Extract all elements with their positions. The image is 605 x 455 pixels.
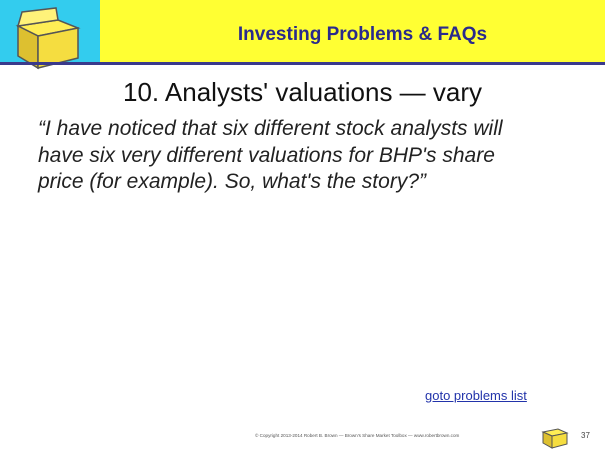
copyright: © Copyright 2013-2014 Robert B. Brown — … xyxy=(255,433,460,438)
header-title: Investing Problems & FAQs xyxy=(237,24,488,45)
slide-heading: 10. Analysts' valuations — vary xyxy=(122,77,483,107)
quote-line: price (for example). So, what's the stor… xyxy=(38,170,426,193)
quote-line: “I have noticed that six different stock… xyxy=(38,117,503,140)
toolbox-small-icon xyxy=(541,428,569,449)
problems-link[interactable]: goto problems list xyxy=(425,388,527,403)
quote-line: have six very different valuations for B… xyxy=(38,144,495,167)
page-number: 37 xyxy=(581,431,590,440)
header-banner xyxy=(0,0,605,62)
toolbox-icon xyxy=(15,7,81,70)
header-rule xyxy=(0,62,605,65)
